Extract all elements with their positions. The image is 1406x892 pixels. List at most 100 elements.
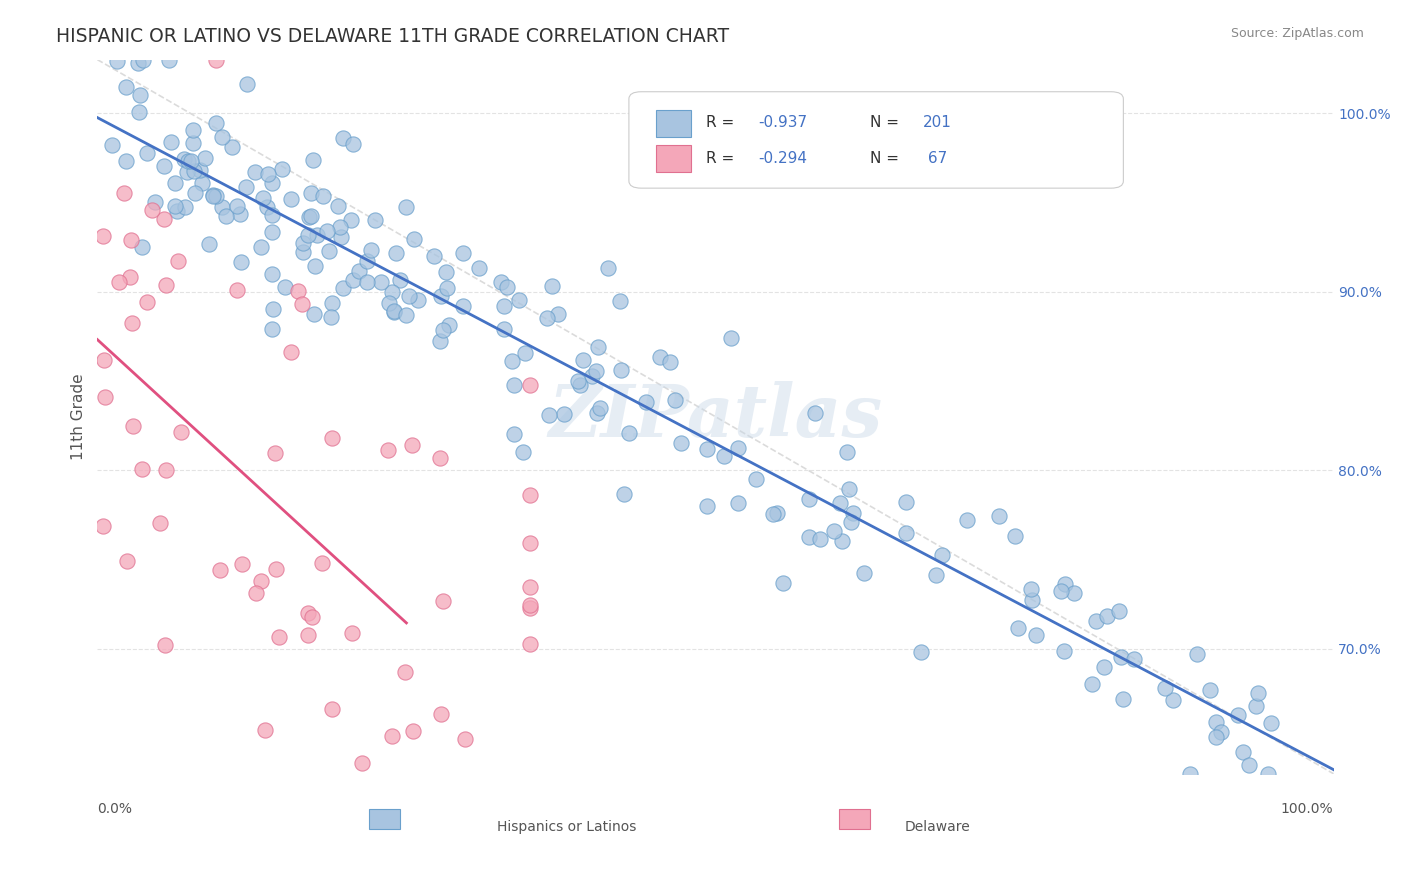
Point [155, 277, 177, 292]
Point [1053, 577, 1076, 591]
Point [129, 88, 152, 103]
Bar [839, 809, 870, 830]
Point [245, 585, 267, 599]
Point [491, 816, 513, 830]
Point [1063, 586, 1085, 600]
Point [319, 310, 342, 324]
Point [408, 293, 430, 308]
Point [180, 154, 202, 169]
Point [567, 374, 589, 388]
Text: Delaware: Delaware [905, 820, 970, 834]
Text: N =: N = [870, 115, 904, 130]
Point [155, 463, 177, 477]
Point [342, 136, 364, 151]
Point [143, 195, 166, 210]
Point [326, 199, 349, 213]
Point [184, 186, 207, 200]
Point [609, 363, 631, 377]
Point [291, 235, 314, 250]
Point [364, 213, 387, 227]
Point [287, 284, 309, 298]
Point [553, 407, 575, 421]
Point [120, 270, 142, 285]
Point [1123, 652, 1146, 666]
Point [430, 706, 453, 721]
Point [831, 534, 853, 549]
Point [1094, 660, 1116, 674]
Text: R =: R = [706, 115, 738, 130]
Point [231, 557, 253, 571]
Point [1260, 715, 1282, 730]
Point [94, 391, 117, 405]
Point [165, 199, 187, 213]
Point [299, 209, 322, 223]
Point [198, 236, 221, 251]
Point [245, 165, 267, 179]
Point [492, 299, 515, 313]
Point [659, 355, 682, 369]
Point [274, 279, 297, 293]
Point [519, 637, 541, 651]
Point [131, 240, 153, 254]
Point [437, 318, 460, 333]
Point [1108, 604, 1130, 618]
Point [177, 154, 200, 169]
Point [395, 309, 418, 323]
Point [253, 723, 276, 738]
Point [1112, 691, 1135, 706]
Point [503, 378, 526, 392]
Point [896, 525, 918, 540]
Point [115, 79, 138, 94]
Point [381, 285, 404, 299]
Point [378, 296, 401, 310]
Point [541, 278, 564, 293]
Point [1199, 682, 1222, 697]
Point [436, 281, 458, 295]
Point [538, 408, 561, 422]
Point [157, 54, 180, 68]
Point [394, 665, 416, 680]
Point [586, 340, 609, 354]
Point [183, 164, 205, 178]
Point [190, 176, 212, 190]
Point [301, 153, 323, 168]
Point [332, 131, 354, 145]
Point [260, 208, 283, 222]
Point [1154, 681, 1177, 695]
FancyBboxPatch shape [628, 92, 1123, 188]
Point [1246, 686, 1268, 700]
Point [1021, 593, 1043, 607]
Point [830, 495, 852, 509]
Point [454, 863, 477, 877]
Point [508, 293, 530, 308]
Point [225, 283, 247, 297]
Text: 100.0%: 100.0% [1281, 802, 1333, 816]
Point [297, 628, 319, 642]
Point [256, 167, 278, 181]
Point [432, 593, 454, 607]
Point [321, 295, 343, 310]
Point [160, 135, 183, 149]
Point [1050, 584, 1073, 599]
Point [280, 193, 302, 207]
Point [153, 211, 176, 226]
Point [398, 288, 420, 302]
Point [669, 435, 692, 450]
Y-axis label: 11th Grade: 11th Grade [72, 374, 86, 460]
Point [211, 129, 233, 144]
Point [519, 601, 541, 615]
Point [1246, 699, 1268, 714]
Point [262, 322, 284, 336]
Text: 201: 201 [924, 115, 952, 130]
Point [135, 145, 157, 160]
Point [432, 323, 454, 337]
Point [115, 153, 138, 168]
Point [727, 441, 749, 455]
Point [382, 305, 405, 319]
Point [152, 159, 174, 173]
Point [823, 524, 845, 539]
Point [931, 548, 953, 562]
Point [229, 254, 252, 268]
Point [121, 316, 143, 330]
Point [568, 377, 591, 392]
